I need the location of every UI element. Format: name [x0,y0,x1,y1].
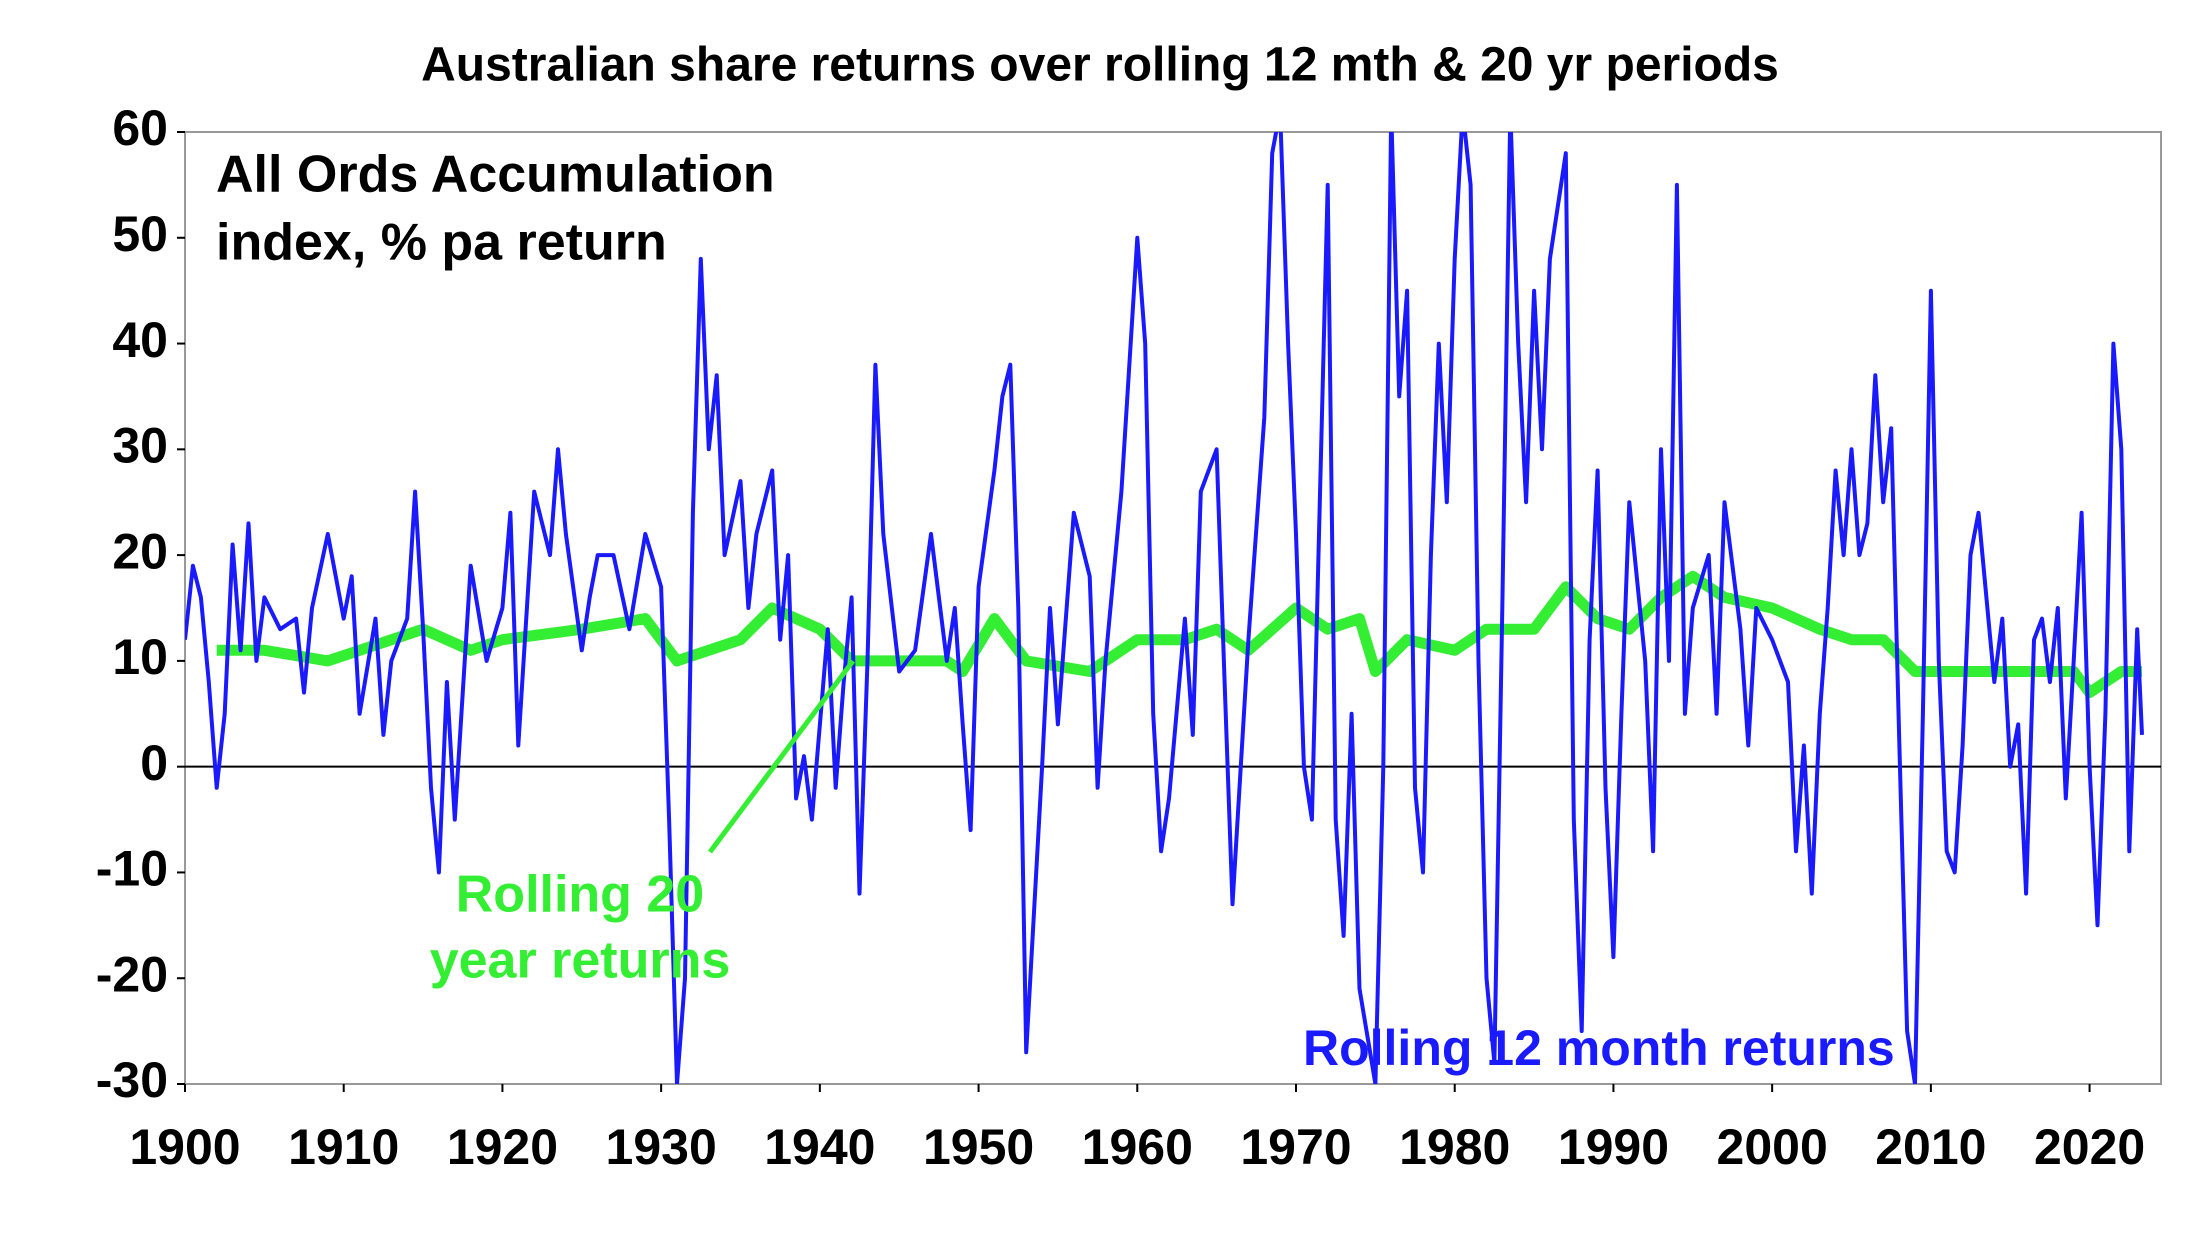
y-tick-label: 10 [112,629,168,685]
labels: -30 -20 -10 0 10 20 30 40 50 60 1900 1910 1920 1930 19… [96,100,2145,1175]
y-tick-label: 0 [140,735,168,791]
y-tick-label: 40 [112,312,168,368]
y-tick-label: 50 [112,206,168,262]
chart-title: Australian share returns over rolling 12… [421,39,1779,92]
series-line [185,132,2144,1084]
y-tick-label: -30 [96,1052,168,1108]
series-label: year returns [430,932,731,990]
x-tick-label: 1910 [288,1119,399,1175]
series-label: Rolling 20 [456,866,704,924]
x-tick-label: 1920 [447,1119,558,1175]
annotation: All Ords Accumulation [216,146,775,204]
annotation: index, % pa return [216,214,667,272]
x-tick-label: 1960 [1082,1119,1193,1175]
marks [185,132,2161,1084]
series-label: Rolling 12 month returns [1303,1020,1895,1076]
x-tick-label: 1940 [764,1119,875,1175]
x-tick-label: 1980 [1399,1119,1510,1175]
y-tick-label: 30 [112,418,168,474]
y-tick-label: 20 [112,523,168,579]
y-tick-label: 60 [112,100,168,156]
y-tick-label: -20 [96,946,168,1002]
series-line [216,570,2142,699]
annotation-arrow [707,659,856,854]
x-tick-label: 2010 [1875,1119,1986,1175]
y-tick-label: -10 [96,841,168,897]
x-tick-label: 1930 [606,1119,717,1175]
x-tick-label: 1970 [1240,1119,1351,1175]
x-tick-label: 1990 [1558,1119,1669,1175]
x-tick-label: 2000 [1717,1119,1828,1175]
x-tick-label: 1950 [923,1119,1034,1175]
x-tick-label: 2020 [2034,1119,2145,1175]
x-tick-label: 1900 [129,1119,240,1175]
